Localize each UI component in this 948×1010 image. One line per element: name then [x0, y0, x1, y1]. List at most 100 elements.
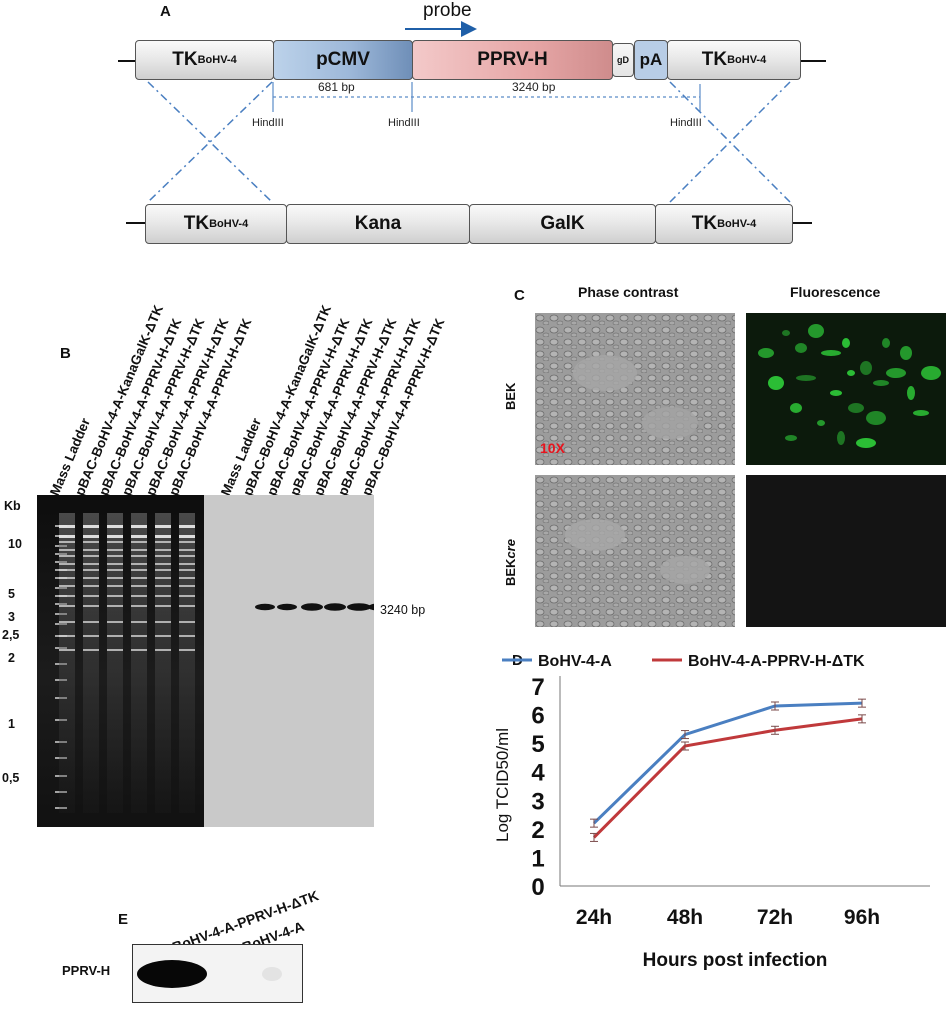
- kb-marker: 5: [8, 587, 15, 601]
- fluorescent-cell: [856, 438, 876, 448]
- gel-band: [107, 635, 123, 637]
- gel-band: [179, 649, 195, 651]
- magnification-label: 10X: [540, 440, 565, 456]
- panel-c-label: C: [514, 287, 525, 304]
- kb-marker: 1: [8, 717, 15, 731]
- gel-band: [83, 563, 99, 565]
- gel-band: [179, 513, 195, 813]
- gel-band: [59, 605, 75, 607]
- fluorescent-cell: [860, 361, 872, 375]
- x-tick-label: 48h: [667, 906, 703, 929]
- gel-band: [155, 535, 171, 538]
- pprv-h-segment: PPRV-H: [412, 40, 613, 80]
- y-tick-label: 1: [531, 845, 544, 872]
- gel-band: [59, 585, 75, 587]
- gel-band: [155, 649, 171, 651]
- gel-band: [83, 585, 99, 587]
- gel-band: [107, 513, 123, 813]
- bek-fluorescence-image: [746, 313, 946, 465]
- gel-band: [347, 603, 371, 611]
- fluorescent-cell: [886, 368, 906, 378]
- gel-band: [179, 635, 195, 637]
- fluorescent-cell: [758, 348, 774, 358]
- gel-band: [324, 603, 346, 611]
- gel-band: [107, 525, 123, 528]
- pa-segment: pA: [634, 40, 668, 80]
- gel-band: [131, 555, 147, 557]
- gel-band: [59, 555, 75, 557]
- gel-band: [107, 563, 123, 565]
- western-row-label: PPRV-H: [62, 963, 110, 978]
- gel-band: [179, 555, 195, 557]
- gel-band: [131, 635, 147, 637]
- gel-band: [59, 549, 75, 551]
- gel-band: [179, 595, 195, 597]
- fluorescent-cell: [821, 350, 841, 356]
- gel-band: [83, 535, 99, 538]
- fluorescent-cell: [837, 431, 845, 445]
- gel-band: [131, 541, 147, 543]
- fluorescent-cell: [848, 403, 864, 413]
- hindiii-2: HindIII: [388, 117, 420, 129]
- gel-band: [107, 605, 123, 607]
- gel-band: [155, 513, 171, 813]
- gel-band: [179, 535, 195, 538]
- y-tick-label: 5: [531, 731, 544, 758]
- x-tick-label: 96h: [844, 906, 880, 929]
- gel-band: [131, 585, 147, 587]
- y-tick-label: 4: [531, 760, 545, 787]
- fluorescent-cell: [785, 435, 797, 441]
- gel-band: [59, 513, 75, 813]
- legend-label: BoHV-4-A-PPRV-H-ΔTK: [688, 653, 865, 670]
- y-tick-label: 7: [531, 674, 544, 701]
- galk-segment: GalK: [469, 204, 656, 244]
- fluorescent-cell: [913, 410, 929, 416]
- gel-band: [155, 541, 171, 543]
- fluorescent-cell: [900, 346, 912, 360]
- x-tick-label: 24h: [576, 906, 612, 929]
- gel-band: [107, 585, 123, 587]
- gel-band: [179, 549, 195, 551]
- hindiii-3: HindIII: [670, 117, 702, 129]
- fluorescent-cell: [796, 375, 816, 381]
- gel-band: [59, 595, 75, 597]
- western-blot-image: [132, 944, 303, 1003]
- panel-e-label: E: [118, 911, 128, 928]
- gel-band: [179, 541, 195, 543]
- y-tick-label: 6: [531, 703, 544, 730]
- kb-marker: 0,5: [2, 771, 19, 785]
- gel-band: [59, 621, 75, 623]
- legend-label: BoHV-4-A: [538, 653, 612, 670]
- gel-band: [59, 541, 75, 543]
- gel-band: [155, 555, 171, 557]
- gel-band: [83, 621, 99, 623]
- gel-band: [155, 621, 171, 623]
- row-bekcre: BEKcre: [503, 539, 518, 586]
- gel-band: [83, 549, 99, 551]
- gel-band: [59, 635, 75, 637]
- gel-band: [255, 604, 275, 610]
- gel-band: [277, 604, 297, 610]
- y-tick-label: 2: [531, 817, 544, 844]
- kb-label: Kb: [4, 499, 21, 513]
- gel-band: [155, 595, 171, 597]
- gel-band: [59, 569, 75, 571]
- row-bek: BEK: [503, 383, 518, 410]
- fluorescent-cell: [768, 376, 784, 390]
- fluorescent-cell: [795, 343, 807, 353]
- gel-band: [155, 635, 171, 637]
- gel-band: [155, 605, 171, 607]
- gel-band: [59, 649, 75, 651]
- gel-band: [83, 513, 99, 813]
- gel-band: [131, 595, 147, 597]
- gel-band: [83, 595, 99, 597]
- fluorescent-cell: [842, 338, 850, 348]
- gel-band: [131, 621, 147, 623]
- gel-band: [59, 563, 75, 565]
- bp-3240-label: 3240 bp: [512, 80, 555, 94]
- fluorescent-cell: [847, 370, 855, 376]
